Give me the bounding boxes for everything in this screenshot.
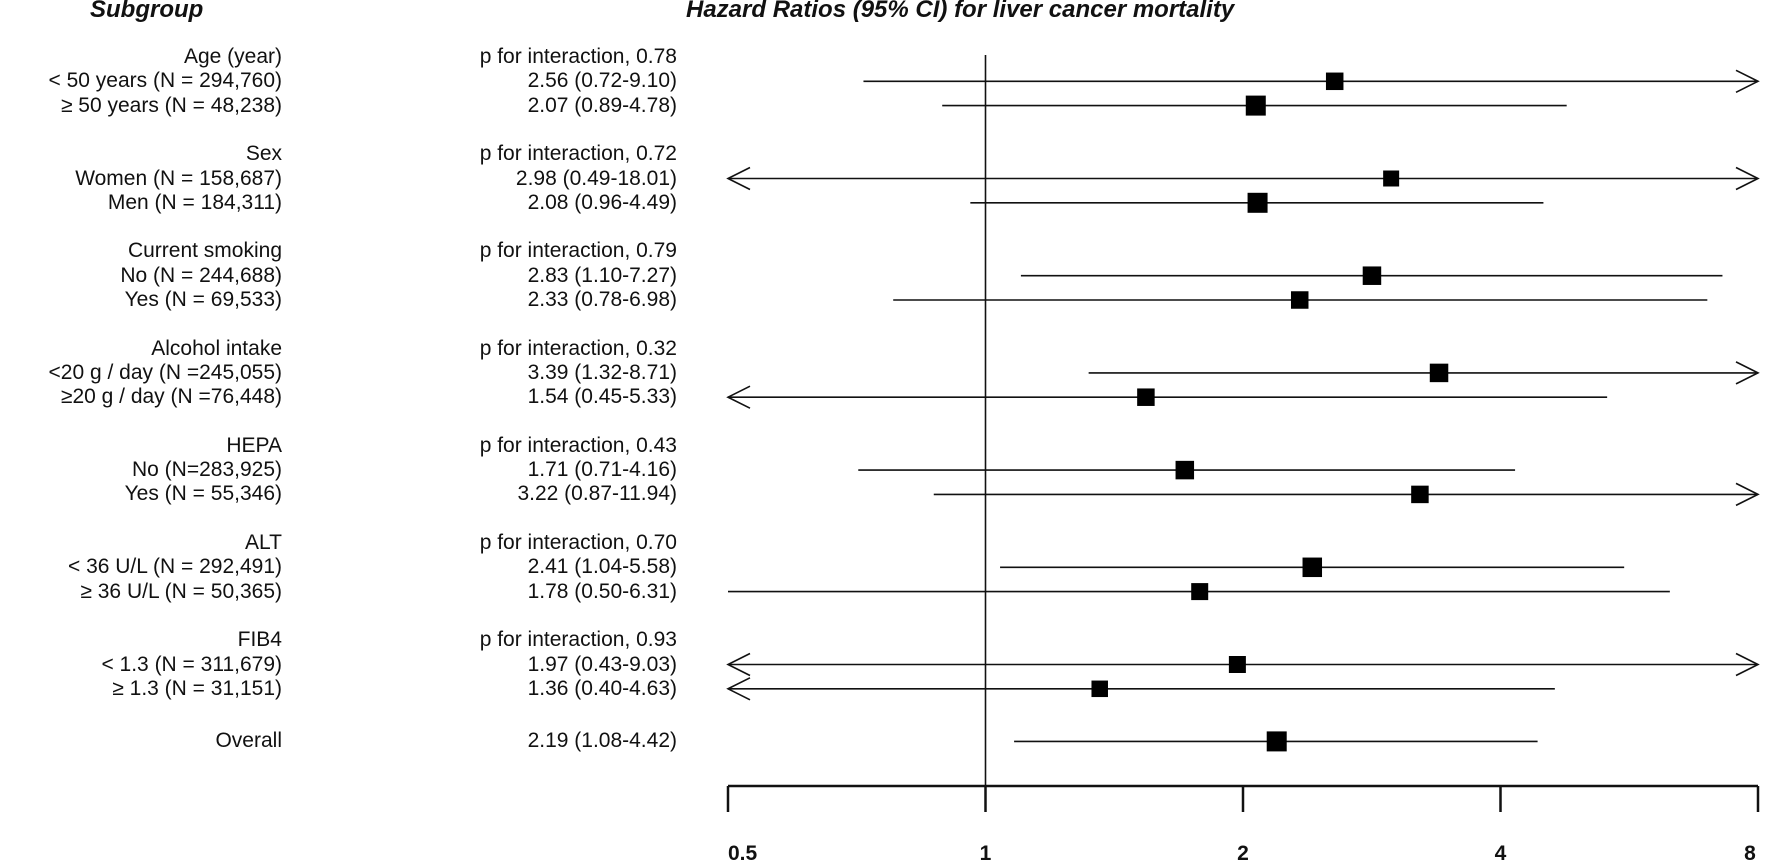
group-2-interaction: p for interaction, 0.79 (479, 239, 677, 263)
group-3-row-0-point-marker (1429, 363, 1449, 383)
group-4-name: HEPA (226, 433, 282, 457)
group-5-row-1-label: ≥ 36 U/L (N = 50,365) (80, 579, 282, 603)
group-4-row-0-hr-text: 1.71 (0.71-4.16) (527, 458, 677, 482)
group-4-interaction: p for interaction, 0.43 (479, 433, 677, 457)
group-6-row-1-hr-text: 1.36 (0.40-4.63) (527, 676, 677, 700)
group-2-row-0-label: No (N = 244,688) (120, 263, 282, 287)
group-3-row-0-hr-text: 3.39 (1.32-8.71) (527, 360, 677, 384)
group-5-row-1-hr-text: 1.78 (0.50-6.31) (527, 579, 677, 603)
group-1-row-1-hr-text: 2.08 (0.96-4.49) (527, 190, 677, 214)
group-0-row-1-label: ≥ 50 years (N = 48,238) (60, 93, 282, 117)
group-5-name: ALT (245, 531, 282, 554)
group-0-row-1-point-marker (1245, 95, 1266, 116)
group-3-row-1-ci-arrow-left (726, 385, 751, 409)
group-1-interaction: p for interaction, 0.72 (479, 142, 677, 166)
group-3-row-1-label: ≥20 g / day (N =76,448) (60, 385, 282, 409)
group-6-row-0-point-marker (1228, 656, 1246, 673)
group-4-row-1-point-marker (1411, 485, 1429, 504)
group-1-row-1-label: Men (N = 184,311) (107, 190, 282, 214)
group-0-row-0-hr-text: 2.56 (0.72-9.10) (527, 69, 677, 93)
group-5-row-1-point-marker (1191, 583, 1209, 601)
group-1-row-0-ci-arrow-left (726, 166, 751, 191)
group-2-row-0-hr-text: 2.83 (1.10-7.27) (527, 263, 677, 287)
group-2-name: Current smoking (127, 239, 282, 263)
group-2-row-0-point-marker (1362, 266, 1382, 285)
group-2-row-1-label: Yes (N = 69,533) (124, 288, 282, 311)
group-4-row-1-label: Yes (N = 55,346) (124, 482, 282, 506)
group-0-row-0-label: < 50 years (N = 294,760) (48, 69, 282, 93)
group-0-row-0-point-marker (1325, 72, 1344, 91)
group-6-row-1-ci-arrow-left (726, 677, 751, 701)
x-tick-label-1: 1 (980, 842, 992, 862)
group-6-row-0-ci-arrow-right (1735, 652, 1760, 677)
group-3-row-0-ci-arrow-right (1735, 361, 1760, 385)
group-6-row-1-label: ≥ 1.3 (N = 31,151) (112, 676, 282, 700)
x-tick-label-4: 8 (1744, 842, 1756, 862)
group-5-interaction: p for interaction, 0.70 (479, 531, 677, 554)
group-0-row-0-ci-arrow-right (1735, 69, 1760, 94)
group-3-row-0-label: <20 g / day (N =245,055) (48, 360, 283, 384)
group-3-row-1-hr-text: 1.54 (0.45-5.33) (527, 385, 677, 409)
group-5-row-0-label: < 36 U/L (N = 292,491) (67, 555, 282, 579)
group-0-row-1-hr-text: 2.07 (0.89-4.78) (527, 93, 677, 117)
group-0-interaction: p for interaction, 0.78 (479, 45, 677, 68)
group-6-interaction: p for interaction, 0.93 (479, 628, 677, 652)
group-6-name: FIB4 (237, 628, 282, 652)
group-6-row-0-label: < 1.3 (N = 311,679) (101, 652, 282, 676)
overall-label: Overall (215, 729, 282, 753)
group-3-interaction: p for interaction, 0.32 (479, 336, 677, 360)
group-4-row-1-ci-arrow-right (1735, 482, 1760, 507)
subgroup-column-header: Subgroup (90, 0, 204, 23)
group-4-row-0-label: No (N=283,925) (131, 458, 282, 482)
group-6-row-1-point-marker (1091, 680, 1108, 698)
group-4-row-1-hr-text: 3.22 (0.87-11.94) (517, 482, 677, 506)
overall-point-marker (1266, 731, 1287, 752)
x-tick-label-3: 4 (1495, 842, 1507, 862)
group-1-row-0-ci-arrow-right (1735, 166, 1760, 191)
chart-title: Hazard Ratios (95% CI) for liver cancer … (686, 0, 1235, 23)
group-5-row-0-hr-text: 2.41 (1.04-5.58) (527, 555, 677, 579)
group-1-row-0-point-marker (1383, 170, 1400, 187)
group-1-name: Sex (245, 142, 282, 166)
group-2-row-1-hr-text: 2.33 (0.78-6.98) (527, 288, 677, 311)
x-tick-label-2: 2 (1237, 842, 1249, 862)
group-4-row-0-point-marker (1175, 460, 1195, 480)
x-tick-label-0: 0.5 (728, 842, 758, 862)
group-6-row-0-hr-text: 1.97 (0.43-9.03) (527, 652, 677, 676)
group-1-row-1-point-marker (1247, 192, 1268, 213)
overall-hr-text: 2.19 (1.08-4.42) (527, 729, 677, 753)
group-1-row-0-hr-text: 2.98 (0.49-18.01) (515, 166, 677, 190)
group-3-name: Alcohol intake (151, 336, 282, 360)
group-5-row-0-point-marker (1302, 557, 1323, 578)
group-3-row-1-point-marker (1137, 388, 1155, 406)
group-0-name: Age (year) (183, 45, 282, 68)
group-6-row-0-ci-arrow-left (726, 652, 751, 677)
group-1-row-0-label: Women (N = 158,687) (75, 166, 282, 190)
group-2-row-1-point-marker (1290, 291, 1309, 309)
